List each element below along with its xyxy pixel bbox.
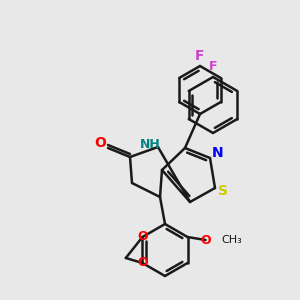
- Text: CH₃: CH₃: [221, 235, 242, 245]
- Text: S: S: [218, 184, 228, 198]
- Text: O: O: [137, 230, 148, 244]
- Text: F: F: [209, 61, 217, 74]
- Text: O: O: [137, 256, 148, 269]
- Text: N: N: [212, 146, 224, 160]
- Text: F: F: [195, 49, 205, 63]
- Text: NH: NH: [140, 137, 160, 151]
- Text: O: O: [94, 136, 106, 150]
- Text: O: O: [200, 233, 211, 247]
